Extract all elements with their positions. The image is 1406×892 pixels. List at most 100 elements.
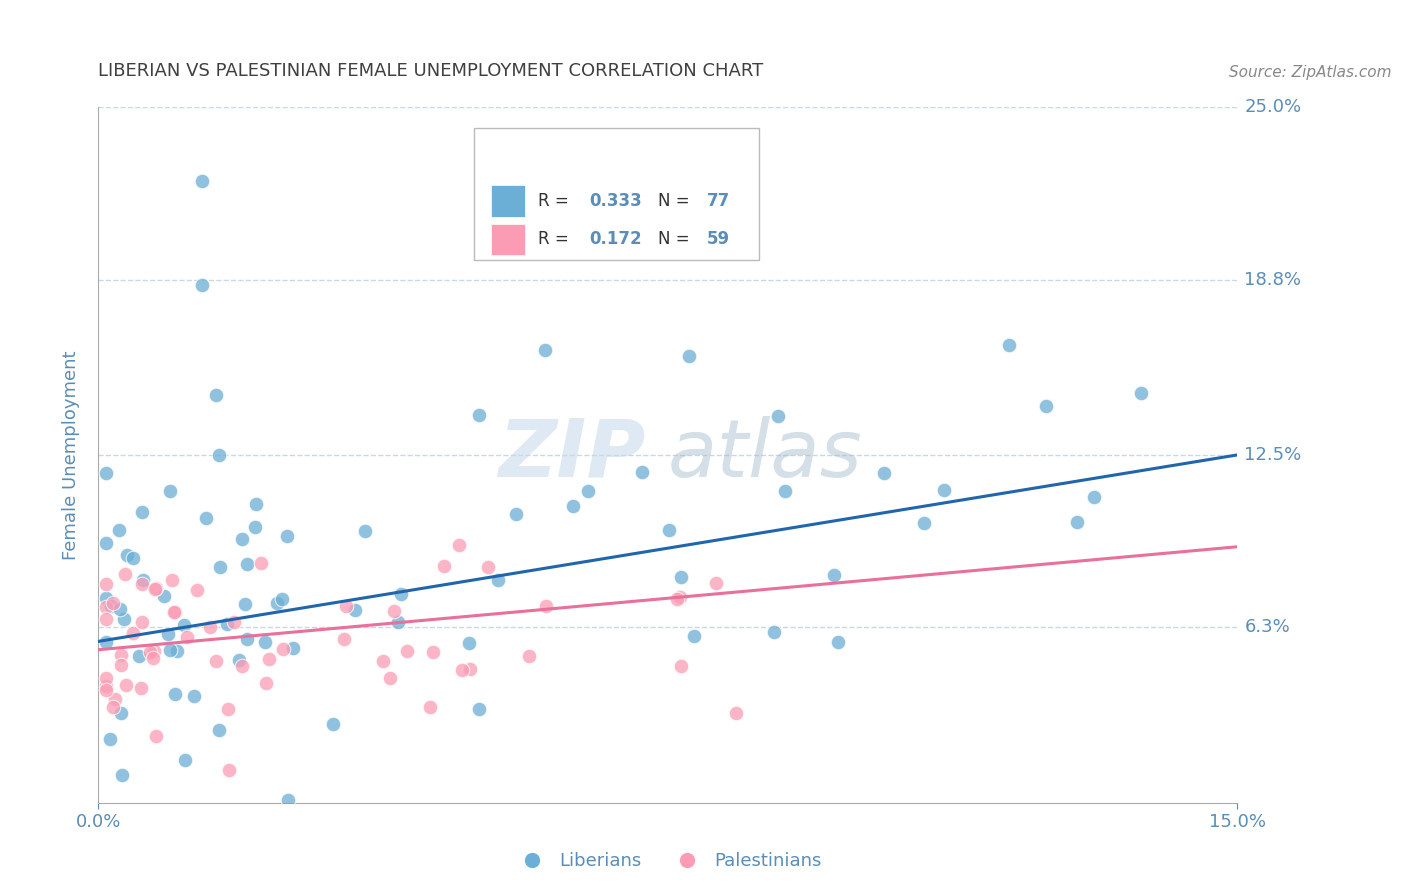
Point [145,581,167,595]
Point [458,662,481,676]
Text: 6.3%: 6.3% [1244,618,1291,637]
Point [912,516,935,530]
Point [194,511,217,525]
Point [389,587,412,601]
Point [110,706,132,720]
Point [419,700,441,714]
Point [208,448,231,462]
Legend: Liberians, Palestinians: Liberians, Palestinians [508,845,828,877]
Text: 77: 77 [707,192,730,210]
Point [115,678,138,692]
Point [139,645,162,659]
Point [704,576,727,591]
Point [457,636,479,650]
Point [186,582,208,597]
Point [143,582,166,596]
Point [467,702,489,716]
Point [190,278,212,293]
Point [114,611,136,625]
Point [245,519,267,533]
FancyBboxPatch shape [474,128,759,260]
Point [281,640,304,655]
Point [217,702,239,716]
Point [108,602,131,616]
Text: R =: R = [538,192,574,210]
Point [160,573,183,587]
Text: N =: N = [658,230,695,248]
Point [678,350,700,364]
Point [254,634,277,648]
Point [344,602,367,616]
Point [872,467,894,481]
Point [823,567,845,582]
Point [576,484,599,499]
Point [166,643,188,657]
Point [176,630,198,644]
Point [94,577,117,591]
Point [110,648,132,663]
Point [451,663,474,677]
Point [101,700,124,714]
Point [1035,399,1057,413]
Point [153,589,176,603]
Point [94,612,117,626]
Point [668,590,690,604]
Point [190,173,212,187]
Point [159,643,181,657]
Point [762,625,785,640]
Point [998,338,1021,352]
Point [94,671,117,685]
Point [145,729,167,743]
Point [396,643,419,657]
Text: 0.333: 0.333 [589,192,643,210]
Point [533,343,555,358]
Point [205,654,228,668]
Bar [491,224,524,255]
Point [277,793,299,807]
Point [94,466,117,480]
Point [773,484,796,499]
Point [163,605,186,619]
Point [768,409,790,424]
Bar [491,186,524,217]
Point [173,618,195,632]
Point [371,654,394,668]
Point [236,557,259,571]
Point [231,533,253,547]
Point [121,626,143,640]
Point [100,599,122,613]
Point [665,591,688,606]
Point [224,615,246,629]
Point [233,597,256,611]
Point [236,632,259,646]
Text: 59: 59 [707,230,730,248]
Point [335,599,357,613]
Point [276,528,298,542]
Point [250,557,273,571]
Point [259,652,281,666]
Point [98,732,121,747]
Point [131,615,153,630]
Text: Source: ZipAtlas.com: Source: ZipAtlas.com [1229,65,1392,80]
Point [934,483,956,497]
Point [517,648,540,663]
Point [209,560,232,574]
Point [159,483,181,498]
Point [183,689,205,703]
Point [143,644,166,658]
Point [218,764,240,778]
Point [266,596,288,610]
Point [630,465,652,479]
Text: 18.8%: 18.8% [1244,270,1302,289]
Point [173,753,195,767]
Text: LIBERIAN VS PALESTINIAN FEMALE UNEMPLOYMENT CORRELATION CHART: LIBERIAN VS PALESTINIAN FEMALE UNEMPLOYM… [98,62,763,80]
Point [682,629,704,643]
Point [94,683,117,698]
Point [271,592,294,607]
Text: 12.5%: 12.5% [1244,446,1302,464]
Point [354,524,377,539]
Point [1130,385,1153,400]
Point [468,409,491,423]
Y-axis label: Female Unemployment: Female Unemployment [62,351,80,559]
Point [101,596,124,610]
